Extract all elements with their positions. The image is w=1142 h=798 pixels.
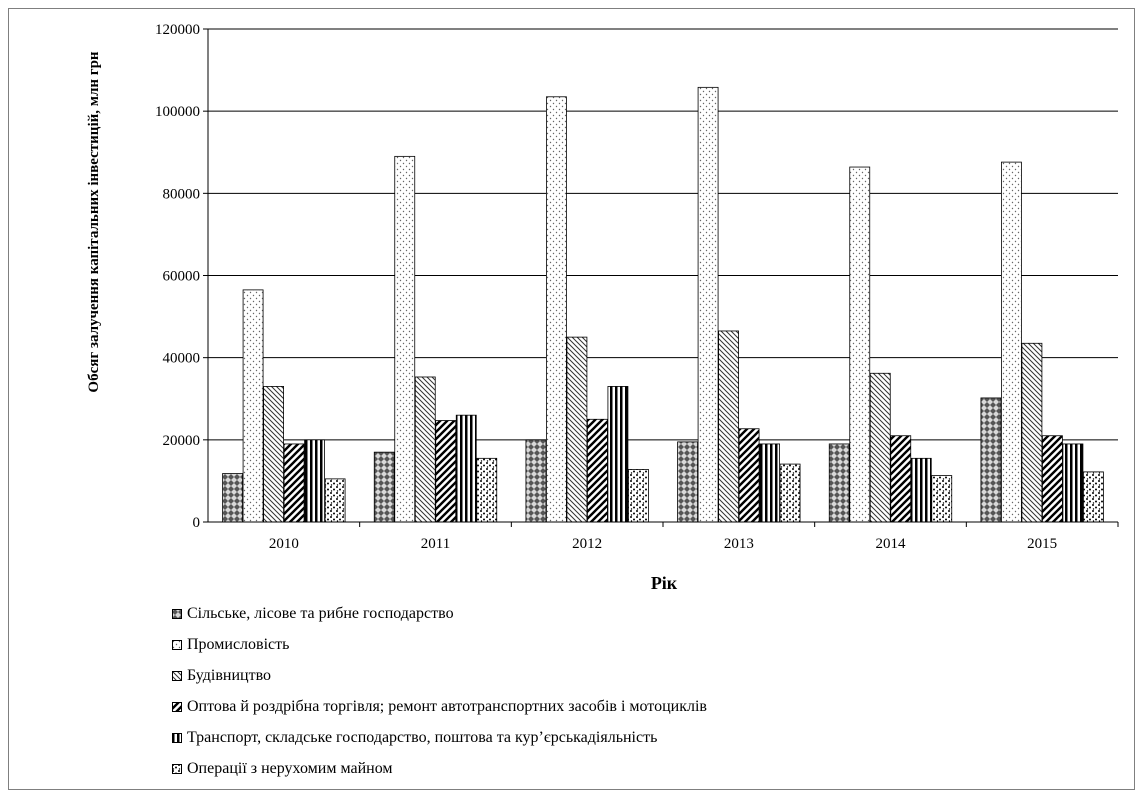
legend-label: Операції з нерухомим майном [187, 759, 393, 777]
x-tick-label: 2014 [876, 536, 907, 552]
bar-2010-series-6 [324, 478, 346, 523]
axes: 0 20000 40000 60000 80000 100000 120000 2010 201… [155, 22, 1119, 552]
bar-2011-series-6 [476, 457, 498, 523]
legend-item: Транспорт, складське господарство, пошто… [172, 722, 1072, 753]
bar-2013-series-3 [718, 330, 739, 523]
legend-item: Оптова й роздрібна торгівля; ремонт авто… [172, 691, 1072, 722]
legend-label: Промисловість [187, 635, 290, 653]
bar-2010-series-4 [283, 443, 305, 523]
bar-2011-series-1 [373, 451, 395, 523]
bar-2015-series-6 [1083, 471, 1104, 523]
bar-2015-series-1 [980, 397, 1002, 523]
bar-2015-series-4 [1042, 435, 1063, 523]
legend-item: Промисловість [172, 629, 1072, 660]
legend-label: Транспорт, складське господарство, пошто… [187, 728, 658, 746]
bar-2010-series-2 [242, 289, 264, 523]
bar-2012-series-6 [628, 469, 649, 523]
bar-2015-series-2 [1001, 161, 1022, 523]
bar-2014-series-5 [910, 457, 932, 523]
x-tick-label: 2012 [572, 536, 602, 552]
bar-chart: 0 20000 40000 60000 80000 100000 120000 2010 201… [86, 22, 1119, 593]
bar-2011-series-5 [455, 414, 477, 523]
chart-legend: Сільське, лісове та рибне господарство Пр… [172, 598, 1072, 784]
bar-2014-series-6 [931, 475, 953, 523]
y-tick-label: 80000 [163, 186, 201, 202]
bar-2014-series-2 [849, 166, 871, 523]
y-tick-label: 120000 [155, 22, 200, 38]
legend-item: Сільське, лісове та рибне господарство [172, 598, 1072, 629]
bar-2010-series-3 [263, 386, 284, 523]
legend-swatch [172, 639, 182, 650]
bar-2013-series-1 [677, 441, 698, 523]
legend-swatch [172, 763, 182, 774]
y-tick-label: 100000 [155, 104, 200, 120]
legend-swatch [172, 670, 182, 681]
bar-2013-series-5 [759, 443, 780, 523]
bars [222, 86, 1104, 523]
bar-2015-series-5 [1062, 443, 1084, 523]
legend-swatch [172, 608, 182, 619]
x-tick-label: 2013 [724, 536, 754, 552]
bar-2015-series-3 [1021, 342, 1043, 523]
x-tick-label: 2015 [1027, 536, 1057, 552]
bar-2012-series-1 [525, 439, 547, 523]
bar-2011-series-3 [414, 376, 436, 523]
bar-2014-series-1 [828, 443, 850, 523]
y-tick-label: 20000 [163, 433, 201, 449]
bar-2012-series-5 [607, 386, 629, 523]
bar-2012-series-2 [546, 96, 567, 523]
legend-item: Операції з нерухомим майном [172, 753, 1072, 784]
y-axis-title: Обсяг залучення капітальних інвестицій, … [86, 51, 102, 392]
bar-2014-series-3 [869, 372, 891, 523]
legend-label: Сільське, лісове та рибне господарство [187, 604, 454, 622]
bar-2012-series-3 [566, 336, 588, 523]
legend-item: Будівництво [172, 660, 1072, 691]
bar-2010-series-1 [222, 473, 243, 523]
bar-2013-series-4 [738, 428, 760, 523]
x-tick-label: 2011 [421, 536, 450, 552]
chart-frame [8, 8, 1135, 790]
y-tick-label: 60000 [163, 269, 201, 285]
gridlines [208, 28, 1118, 441]
legend-swatch [172, 701, 182, 712]
x-tick-label: 2010 [269, 536, 299, 552]
bar-2010-series-5 [304, 439, 325, 523]
x-axis-title: Рік [651, 573, 678, 593]
bar-2011-series-2 [394, 155, 416, 523]
bar-2013-series-2 [697, 86, 719, 523]
bar-2014-series-4 [890, 435, 912, 523]
legend-label: Будівництво [187, 666, 272, 684]
bar-2011-series-4 [435, 420, 457, 523]
bar-2012-series-4 [587, 418, 608, 523]
legend-swatch [172, 732, 182, 743]
bar-2013-series-6 [779, 463, 801, 523]
y-tick-label: 0 [193, 515, 201, 531]
legend-label: Оптова й роздрібна торгівля; ремонт авто… [187, 697, 707, 715]
y-tick-label: 40000 [163, 351, 201, 367]
